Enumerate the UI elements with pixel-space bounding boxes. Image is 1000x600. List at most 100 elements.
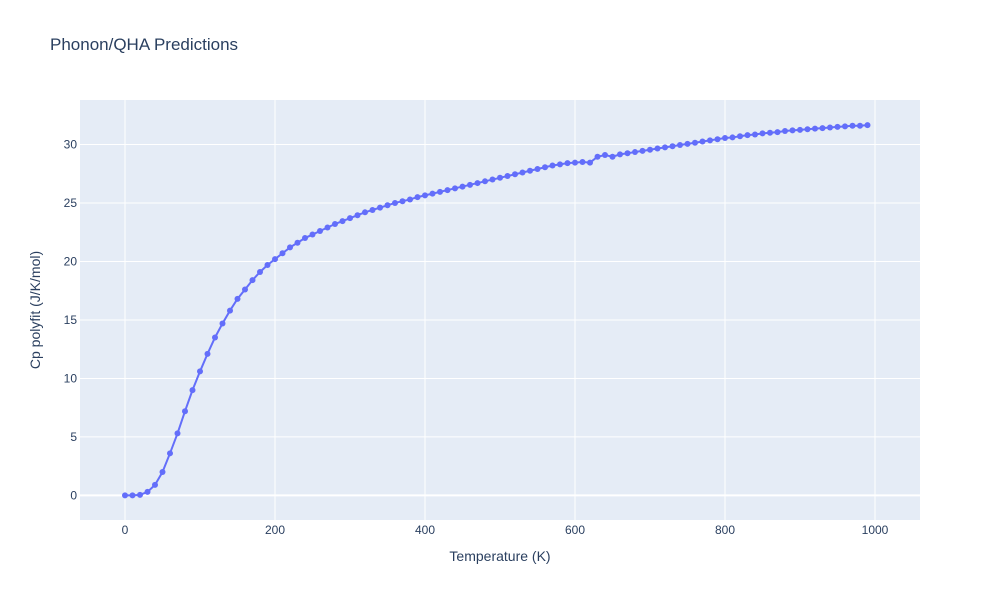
data-point[interactable] — [399, 198, 406, 205]
data-point[interactable] — [624, 150, 631, 157]
data-point[interactable] — [804, 126, 811, 133]
data-point[interactable] — [864, 122, 871, 129]
data-point[interactable] — [797, 126, 803, 133]
data-point[interactable] — [384, 202, 391, 209]
data-point[interactable] — [444, 187, 451, 194]
data-point[interactable] — [759, 130, 766, 137]
data-point[interactable] — [204, 350, 211, 357]
data-point[interactable] — [617, 151, 623, 158]
data-point[interactable] — [842, 123, 848, 130]
data-point[interactable] — [789, 127, 796, 134]
data-point[interactable] — [834, 123, 841, 130]
data-point[interactable] — [707, 137, 713, 144]
data-point[interactable] — [129, 492, 136, 499]
data-point[interactable] — [714, 136, 721, 143]
data-point[interactable] — [144, 488, 151, 495]
data-point[interactable] — [414, 194, 421, 201]
data-point[interactable] — [744, 132, 751, 139]
data-point[interactable] — [632, 149, 638, 156]
data-point[interactable] — [609, 153, 616, 160]
data-point[interactable] — [294, 239, 301, 246]
data-point[interactable] — [377, 204, 383, 211]
data-point[interactable] — [602, 151, 608, 158]
data-point[interactable] — [669, 143, 676, 150]
data-point[interactable] — [819, 125, 826, 132]
data-point[interactable] — [212, 334, 218, 341]
data-point[interactable] — [174, 430, 181, 437]
data-point[interactable] — [489, 176, 496, 183]
data-point[interactable] — [354, 212, 361, 219]
data-point[interactable] — [459, 183, 466, 190]
data-point[interactable] — [497, 174, 503, 181]
data-point[interactable] — [182, 408, 188, 415]
data-point[interactable] — [189, 387, 196, 394]
data-point[interactable] — [639, 147, 646, 154]
data-point[interactable] — [332, 221, 338, 228]
data-point[interactable] — [159, 469, 166, 476]
data-point[interactable] — [654, 145, 661, 152]
data-point[interactable] — [437, 188, 443, 195]
data-point[interactable] — [467, 181, 473, 188]
data-point[interactable] — [197, 368, 203, 375]
data-point[interactable] — [219, 320, 226, 327]
data-point[interactable] — [767, 129, 773, 136]
data-point[interactable] — [257, 268, 263, 275]
data-point[interactable] — [429, 190, 436, 197]
data-point[interactable] — [249, 277, 256, 284]
data-point[interactable] — [287, 244, 293, 251]
data-point[interactable] — [557, 161, 563, 168]
data-point[interactable] — [309, 231, 316, 238]
data-point[interactable] — [662, 144, 668, 151]
data-point[interactable] — [362, 209, 368, 216]
data-point[interactable] — [647, 146, 653, 153]
data-point[interactable] — [564, 160, 571, 167]
data-point[interactable] — [587, 159, 593, 166]
data-point[interactable] — [752, 131, 758, 138]
data-point[interactable] — [264, 261, 271, 268]
data-point[interactable] — [392, 199, 398, 206]
data-point[interactable] — [452, 185, 458, 192]
data-point[interactable] — [699, 138, 706, 145]
data-point[interactable] — [234, 295, 241, 302]
data-point[interactable] — [317, 228, 323, 235]
data-point[interactable] — [579, 159, 586, 166]
data-point[interactable] — [302, 235, 308, 242]
data-point[interactable] — [324, 224, 331, 231]
data-point[interactable] — [827, 124, 833, 131]
data-point[interactable] — [737, 133, 743, 140]
data-point[interactable] — [227, 307, 233, 314]
data-point[interactable] — [684, 140, 691, 147]
data-point[interactable] — [812, 125, 818, 132]
data-point[interactable] — [849, 122, 856, 129]
data-point[interactable] — [519, 169, 526, 176]
data-point[interactable] — [167, 450, 173, 457]
data-point[interactable] — [512, 171, 518, 178]
data-point[interactable] — [482, 178, 488, 185]
data-point[interactable] — [857, 122, 863, 129]
data-point[interactable] — [572, 159, 578, 166]
data-point[interactable] — [549, 162, 556, 169]
data-point[interactable] — [369, 206, 376, 213]
data-point[interactable] — [407, 196, 413, 203]
data-point[interactable] — [504, 173, 511, 180]
data-point[interactable] — [122, 492, 128, 499]
data-point[interactable] — [272, 256, 278, 263]
data-point[interactable] — [534, 166, 541, 173]
data-point[interactable] — [137, 491, 143, 498]
data-point[interactable] — [774, 129, 781, 136]
data-point[interactable] — [542, 164, 548, 171]
data-point[interactable] — [594, 153, 601, 160]
data-point[interactable] — [692, 139, 698, 146]
data-point[interactable] — [729, 134, 736, 141]
data-point[interactable] — [527, 167, 533, 174]
data-point[interactable] — [347, 215, 353, 222]
data-point[interactable] — [339, 218, 346, 225]
data-point[interactable] — [279, 250, 286, 257]
data-point[interactable] — [242, 286, 248, 293]
data-point[interactable] — [722, 135, 728, 142]
data-point[interactable] — [152, 481, 158, 488]
data-point[interactable] — [782, 128, 788, 135]
data-point[interactable] — [474, 180, 481, 187]
data-point[interactable] — [422, 192, 428, 199]
data-point[interactable] — [677, 142, 683, 149]
